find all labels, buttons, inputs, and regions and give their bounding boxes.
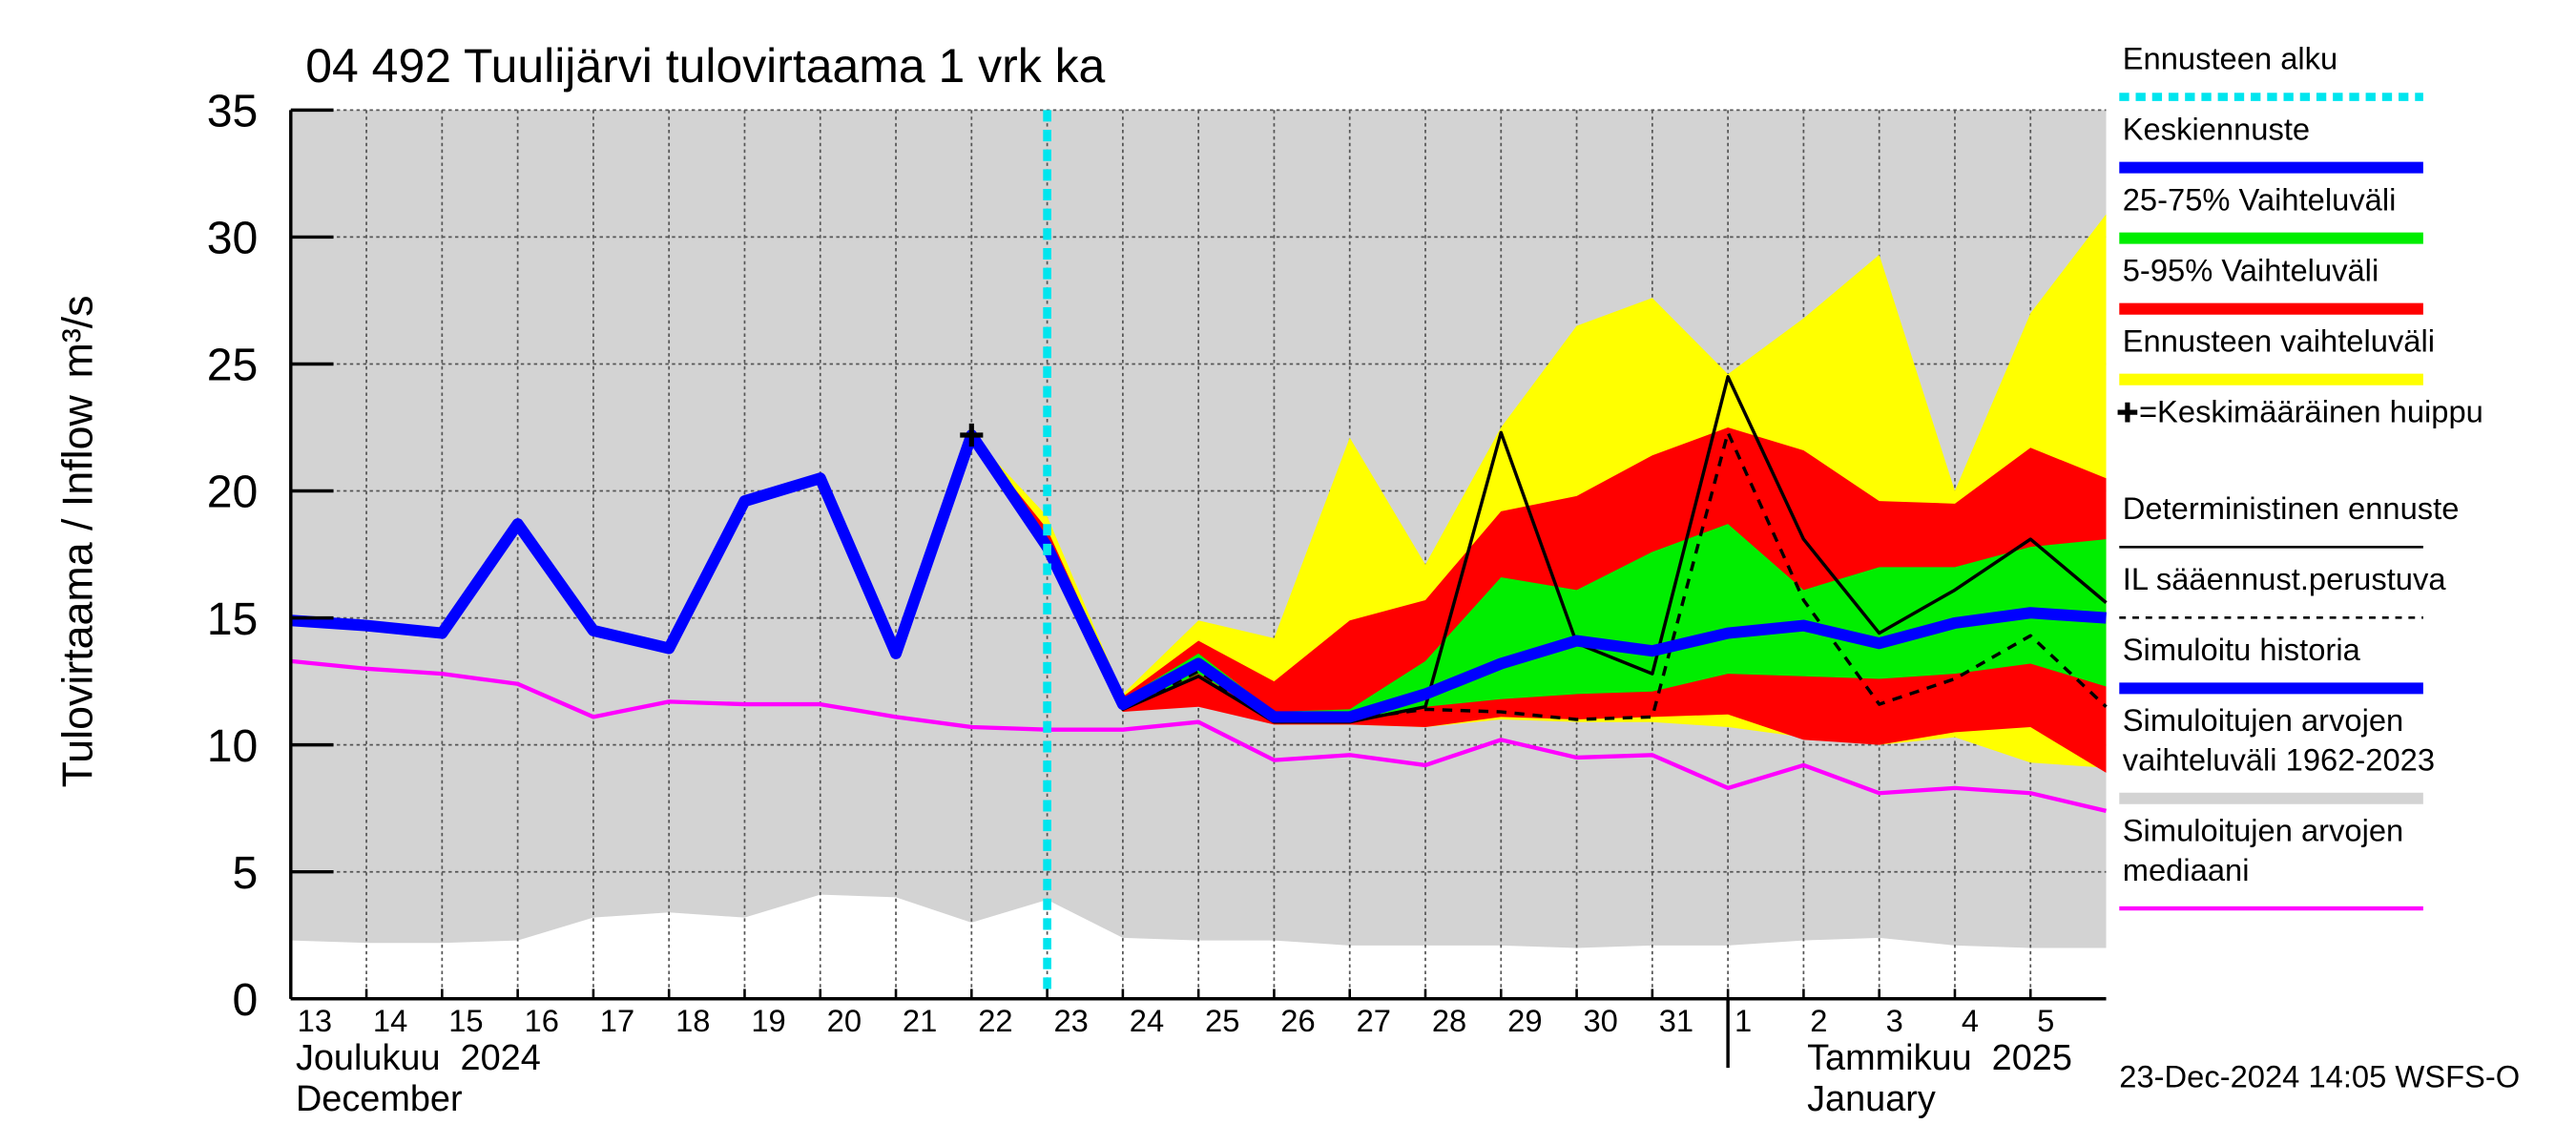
x-tick-label: 1 — [1735, 1003, 1752, 1038]
x-tick-label: 28 — [1432, 1003, 1466, 1038]
y-tick-label: 0 — [233, 974, 259, 1026]
x-tick-label: 30 — [1583, 1003, 1617, 1038]
x-tick-label: 16 — [525, 1003, 559, 1038]
legend-label: 5-95% Vaihteluväli — [2123, 252, 2379, 287]
x-tick-label: 27 — [1357, 1003, 1391, 1038]
series-line — [290, 658, 2108, 813]
y-axis-label: Tulovirtaama / Inflow — [53, 395, 101, 788]
y-tick-label: 35 — [207, 86, 259, 137]
series-line — [1042, 544, 2107, 723]
x-tick-label: 4 — [1962, 1003, 1979, 1038]
x-tick-label: 5 — [2037, 1003, 2054, 1038]
x-tick-label: 24 — [1130, 1003, 1164, 1038]
x-tick-label: 19 — [751, 1003, 785, 1038]
y-axis-unit: m³/s — [53, 295, 101, 378]
x-tick-label: 15 — [448, 1003, 483, 1038]
month-label: January — [1807, 1079, 1936, 1119]
x-tick-label: 31 — [1659, 1003, 1693, 1038]
y-tick-label: 10 — [207, 720, 259, 772]
legend-label: IL sääennust.perustuva — [2123, 561, 2447, 596]
legend-label: Simuloitujen arvojen mediaani — [2123, 812, 2404, 886]
legend-marker — [2117, 402, 2138, 423]
month-label: Joulukuu 2024 — [296, 1038, 541, 1078]
y-tick-label: 20 — [207, 467, 259, 518]
footer: 23-Dec-2024 14:05 WSFS-O — [2119, 1059, 2520, 1094]
x-tick-label: 2 — [1810, 1003, 1827, 1038]
x-tick-label: 25 — [1205, 1003, 1239, 1038]
x-tick-label: 14 — [373, 1003, 407, 1038]
legend-label: Ennusteen alku — [2123, 40, 2337, 75]
x-tick-label: 21 — [903, 1003, 937, 1038]
x-tick-label: 29 — [1507, 1003, 1542, 1038]
y-tick-label: 15 — [207, 593, 259, 645]
x-tick-label: 3 — [1886, 1003, 1903, 1038]
legend-line: vaihteluväli 1962-2023 — [2123, 741, 2435, 777]
legend-label: Keskiennuste — [2123, 111, 2310, 146]
legend-label: Deterministinen ennuste — [2123, 490, 2460, 526]
x-tick-label: 20 — [827, 1003, 862, 1038]
legend-line: Simuloitujen arvojen — [2123, 702, 2404, 738]
x-tick-label: 23 — [1053, 1003, 1088, 1038]
legend-label: Simuloitu historia — [2123, 632, 2361, 667]
range-band — [1047, 524, 2107, 720]
x-tick-label: 17 — [600, 1003, 634, 1038]
month-label: Tammikuu 2025 — [1807, 1038, 2072, 1078]
series-line — [290, 428, 1052, 659]
x-tick-label: 18 — [675, 1003, 710, 1038]
series-line — [969, 375, 2108, 724]
peak-marker — [960, 423, 984, 448]
legend-label: =Keskimääräinen huippu — [2139, 393, 2483, 428]
legend-line: Simuloitujen arvojen — [2123, 812, 2404, 847]
month-label: December — [296, 1079, 463, 1119]
x-tick-label: 13 — [298, 1003, 332, 1038]
y-tick-label: 30 — [207, 213, 259, 264]
legend-label: 25-75% Vaihteluväli — [2123, 181, 2397, 217]
y-tick-label: 25 — [207, 340, 259, 391]
chart-title: 04 492 Tuulijärvi tulovirtaama 1 vrk ka — [305, 39, 1105, 93]
legend-line: mediaani — [2123, 852, 2250, 887]
x-tick-label: 22 — [978, 1003, 1012, 1038]
y-tick-label: 5 — [233, 847, 259, 899]
x-tick-label: 26 — [1280, 1003, 1315, 1038]
legend-label: Simuloitujen arvojen vaihteluväli 1962-20… — [2123, 702, 2435, 777]
legend-label: Ennusteen vaihteluväli — [2123, 323, 2435, 358]
